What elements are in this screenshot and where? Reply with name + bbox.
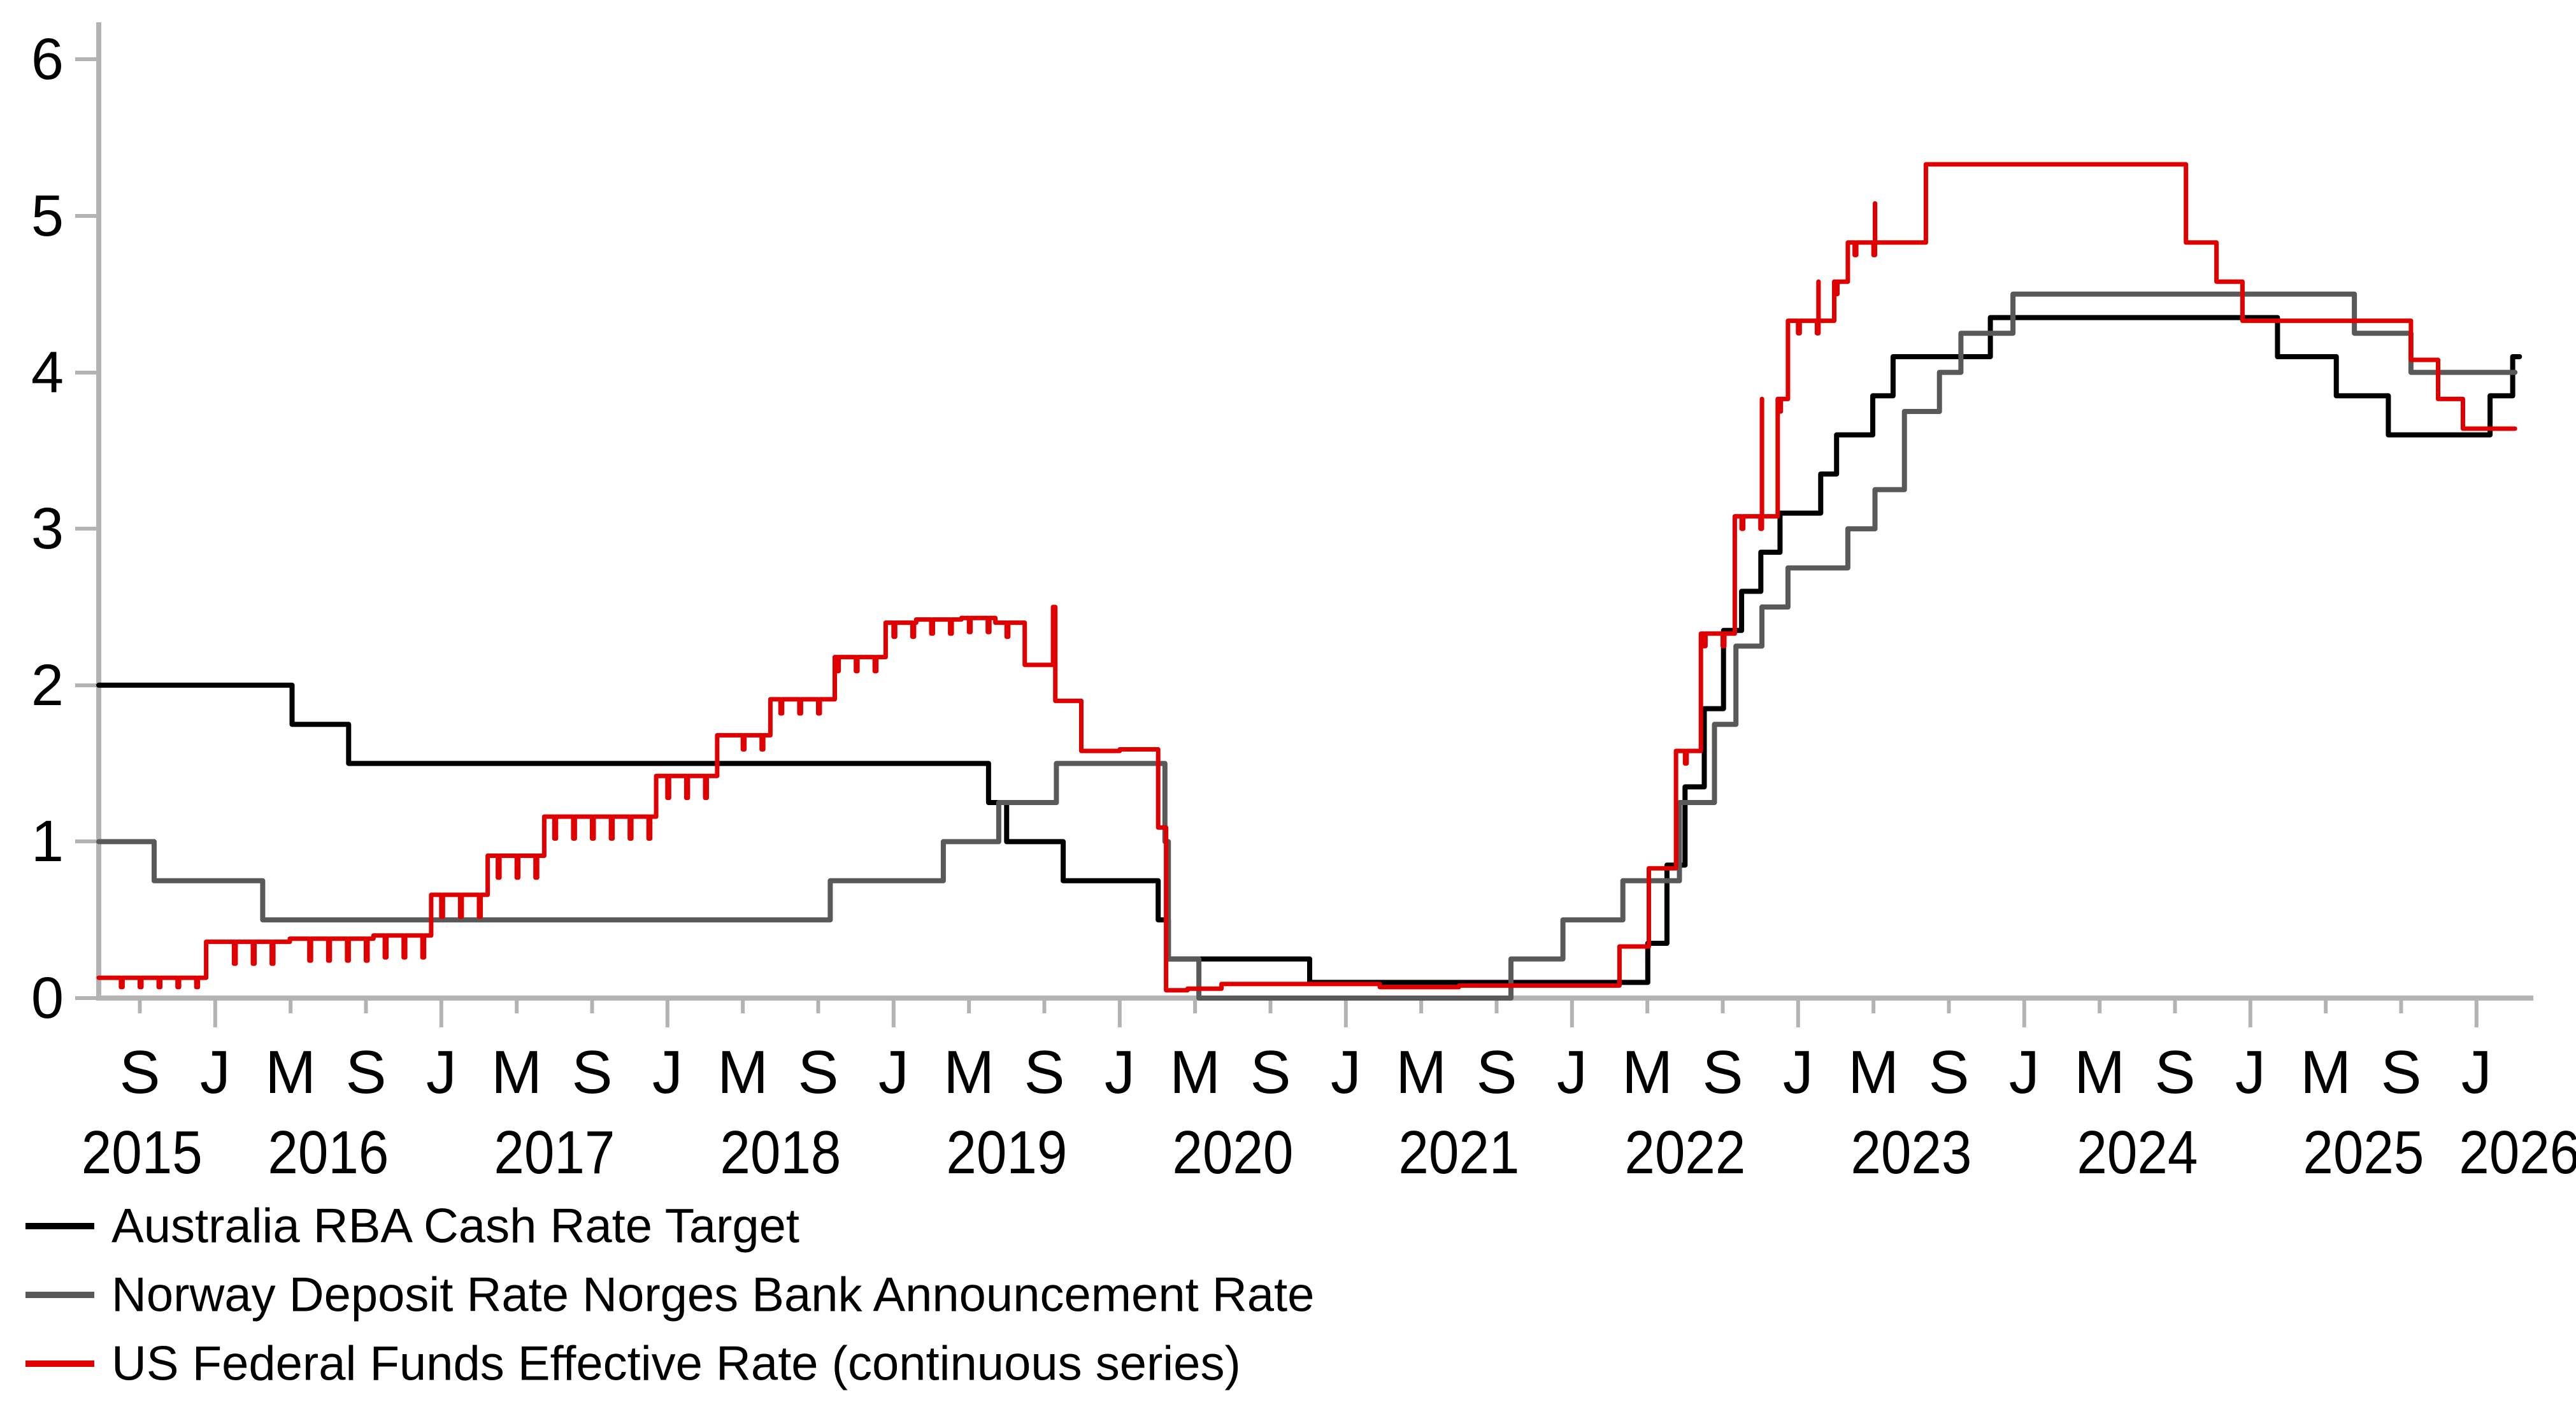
x-month-label: J [426, 1038, 457, 1106]
x-month-label: S [2154, 1038, 2195, 1106]
y-tick-label-4: 4 [31, 340, 64, 405]
y-tick-label-1: 1 [31, 809, 64, 874]
series-line-australia-rba-cash-rate-target [96, 315, 2522, 985]
legend-item-norway: Norway Deposit Rate Norges Bank Announce… [25, 1268, 1314, 1322]
legend-item-australia: Australia RBA Cash Rate Target [25, 1199, 799, 1253]
x-year-label: 2017 [494, 1118, 615, 1187]
x-year-label: 2025 [2303, 1118, 2424, 1187]
x-year-label: 2021 [1398, 1118, 1519, 1187]
x-month-label: S [1024, 1038, 1064, 1106]
x-month-label: J [878, 1038, 909, 1106]
x-month-label: J [1783, 1038, 1814, 1106]
x-month-label: J [1557, 1038, 1587, 1106]
y-tick-label-3: 3 [31, 496, 64, 561]
x-month-label: J [1331, 1038, 1361, 1106]
x-month-label: S [1702, 1038, 1743, 1106]
x-month-label: J [652, 1038, 683, 1106]
x-month-label: M [1848, 1038, 1899, 1106]
x-month-label: M [717, 1038, 768, 1106]
x-month-label: J [1105, 1038, 1135, 1106]
x-month-label: S [1476, 1038, 1517, 1106]
y-tick-label-6: 6 [31, 27, 64, 92]
y-tick-label-0: 0 [31, 966, 64, 1031]
x-year-label: 2024 [2077, 1118, 2198, 1187]
legend-label: US Federal Funds Effective Rate (continu… [111, 1337, 1241, 1391]
x-month-label: S [2380, 1038, 2421, 1106]
x-month-label: M [943, 1038, 994, 1106]
y-tick-label-2: 2 [31, 653, 64, 718]
series-line-us-federal-funds-effective-rate [96, 162, 2517, 993]
x-year-label: 2020 [1172, 1118, 1293, 1187]
x-year-label: 2022 [1624, 1118, 1745, 1187]
x-month-label: S [571, 1038, 612, 1106]
legend: Australia RBA Cash Rate Target Norway De… [25, 1199, 1314, 1391]
y-tick-label-5: 5 [31, 183, 64, 248]
series-lines [96, 162, 2522, 1001]
x-month-label: S [1250, 1038, 1291, 1106]
series-line-norway-deposit-rate [96, 291, 2518, 1001]
x-month-label: M [2074, 1038, 2125, 1106]
y-axis-labels: 6 5 4 3 2 1 0 [31, 27, 64, 1031]
x-year-label: 2016 [268, 1118, 389, 1187]
x-month-label: S [345, 1038, 386, 1106]
legend-label: Australia RBA Cash Rate Target [111, 1199, 799, 1253]
x-year-label: 2019 [946, 1118, 1067, 1187]
x-month-label: S [119, 1038, 160, 1106]
x-month-label: J [2461, 1038, 2492, 1106]
x-month-label: J [2235, 1038, 2266, 1106]
x-month-label: S [1928, 1038, 1969, 1106]
x-month-label: J [200, 1038, 231, 1106]
x-month-label: J [2009, 1038, 2040, 1106]
x-year-label: 2023 [1850, 1118, 1971, 1187]
x-month-label: S [798, 1038, 838, 1106]
x-month-label: M [491, 1038, 542, 1106]
x-year-label: 2026 [2459, 1118, 2576, 1187]
x-month-label: M [2300, 1038, 2351, 1106]
x-year-label: 2018 [720, 1118, 841, 1187]
x-month-label: M [1396, 1038, 1447, 1106]
x-month-label: M [265, 1038, 316, 1106]
legend-label: Norway Deposit Rate Norges Bank Announce… [111, 1268, 1314, 1322]
x-month-label: M [1170, 1038, 1220, 1106]
axes [75, 22, 2533, 1001]
x-month-label: M [1622, 1038, 1673, 1106]
legend-item-us: US Federal Funds Effective Rate (continu… [25, 1337, 1241, 1391]
x-year-label: 2015 [82, 1118, 203, 1187]
